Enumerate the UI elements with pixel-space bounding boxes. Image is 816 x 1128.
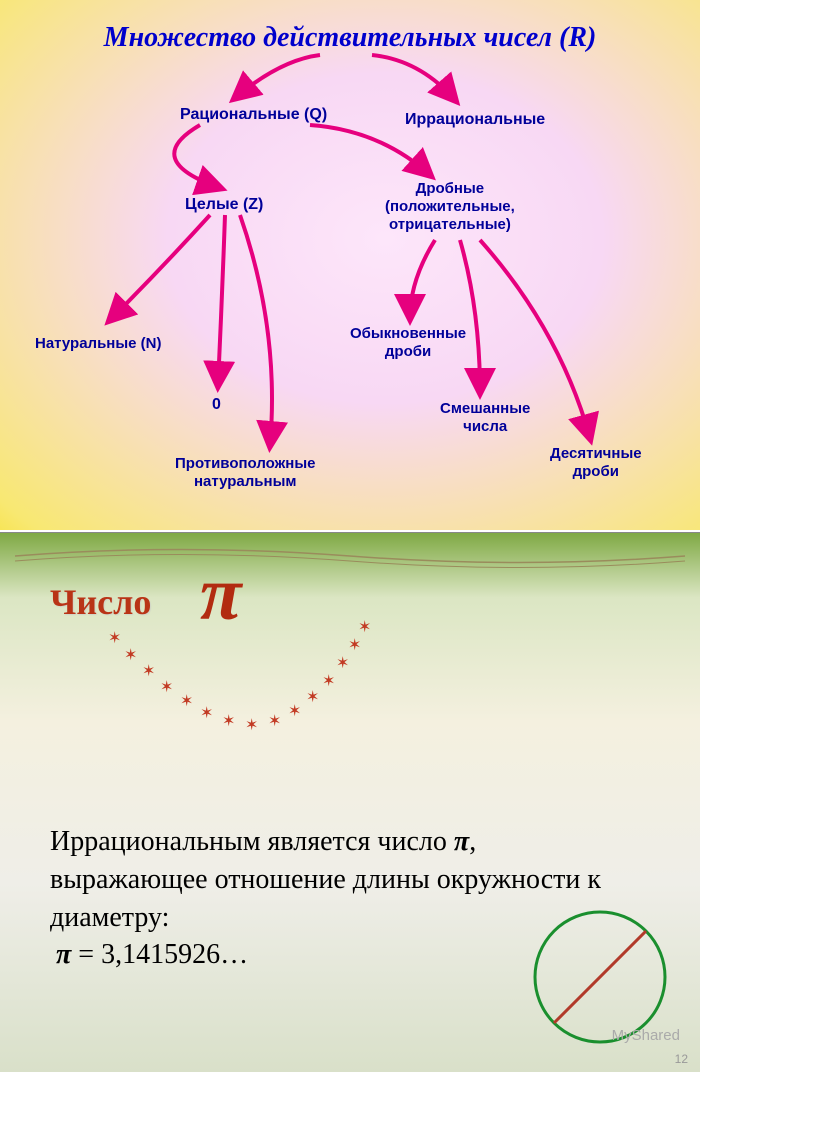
chislo-label: Число xyxy=(50,581,151,623)
node-common: Обыкновенныедроби xyxy=(350,325,466,361)
star-icon: ✶ xyxy=(358,617,371,637)
arrow-7 xyxy=(410,240,435,318)
node-rational: Рациональные (Q) xyxy=(180,105,327,124)
pi-inline-1: π xyxy=(454,826,469,857)
pi-value: = 3,1415926… xyxy=(71,939,248,970)
arrow-3 xyxy=(310,125,430,175)
body-text-1: Иррациональным является число xyxy=(50,826,454,857)
star-icon: ✶ xyxy=(288,701,301,721)
star-icon: ✶ xyxy=(306,687,319,707)
star-icon: ✶ xyxy=(124,645,137,665)
star-icon: ✶ xyxy=(348,635,361,655)
ornament-top xyxy=(10,541,690,571)
circle-diameter xyxy=(554,931,646,1023)
star-icon: ✶ xyxy=(322,671,335,691)
star-icon: ✶ xyxy=(200,703,213,723)
node-decimal: Десятичныедроби xyxy=(550,445,642,481)
node-irrational: Иррациональные xyxy=(405,110,545,129)
slide1-title: Множество действительных чисел (R) xyxy=(0,22,700,54)
pi-inline-2: π xyxy=(56,939,71,970)
arrow-8 xyxy=(460,240,480,392)
star-icon: ✶ xyxy=(245,715,258,735)
node-integers: Целые (Z) xyxy=(185,195,263,214)
arrow-2 xyxy=(174,125,220,188)
node-natural: Натуральные (N) xyxy=(35,335,162,353)
star-icon: ✶ xyxy=(268,711,281,731)
arrow-1 xyxy=(372,55,455,100)
arrow-0 xyxy=(235,55,320,98)
watermark: MyShared xyxy=(612,1027,680,1044)
arrow-4 xyxy=(110,215,210,320)
pi-slide: Число π ✶✶✶✶✶✶✶✶✶✶✶✶✶✶✶ Иррациональным я… xyxy=(0,532,700,1072)
pi-symbol: π xyxy=(200,551,242,638)
star-icon: ✶ xyxy=(222,711,235,731)
node-opposite: Противоположныенатуральным xyxy=(175,455,315,491)
node-fractional: Дробные(положительные,отрицательные) xyxy=(385,180,515,234)
number-sets-diagram: Множество действительных чисел (R) Рацио… xyxy=(0,0,700,530)
star-icon: ✶ xyxy=(180,691,193,711)
arrow-6 xyxy=(240,215,272,445)
star-icon: ✶ xyxy=(108,628,121,648)
node-zero: 0 xyxy=(212,395,221,414)
star-icon: ✶ xyxy=(336,653,349,673)
star-icon: ✶ xyxy=(160,677,173,697)
page-number: 12 xyxy=(675,1052,688,1066)
node-mixed: Смешанныечисла xyxy=(440,400,530,436)
arrow-5 xyxy=(218,215,225,385)
star-icon: ✶ xyxy=(142,661,155,681)
